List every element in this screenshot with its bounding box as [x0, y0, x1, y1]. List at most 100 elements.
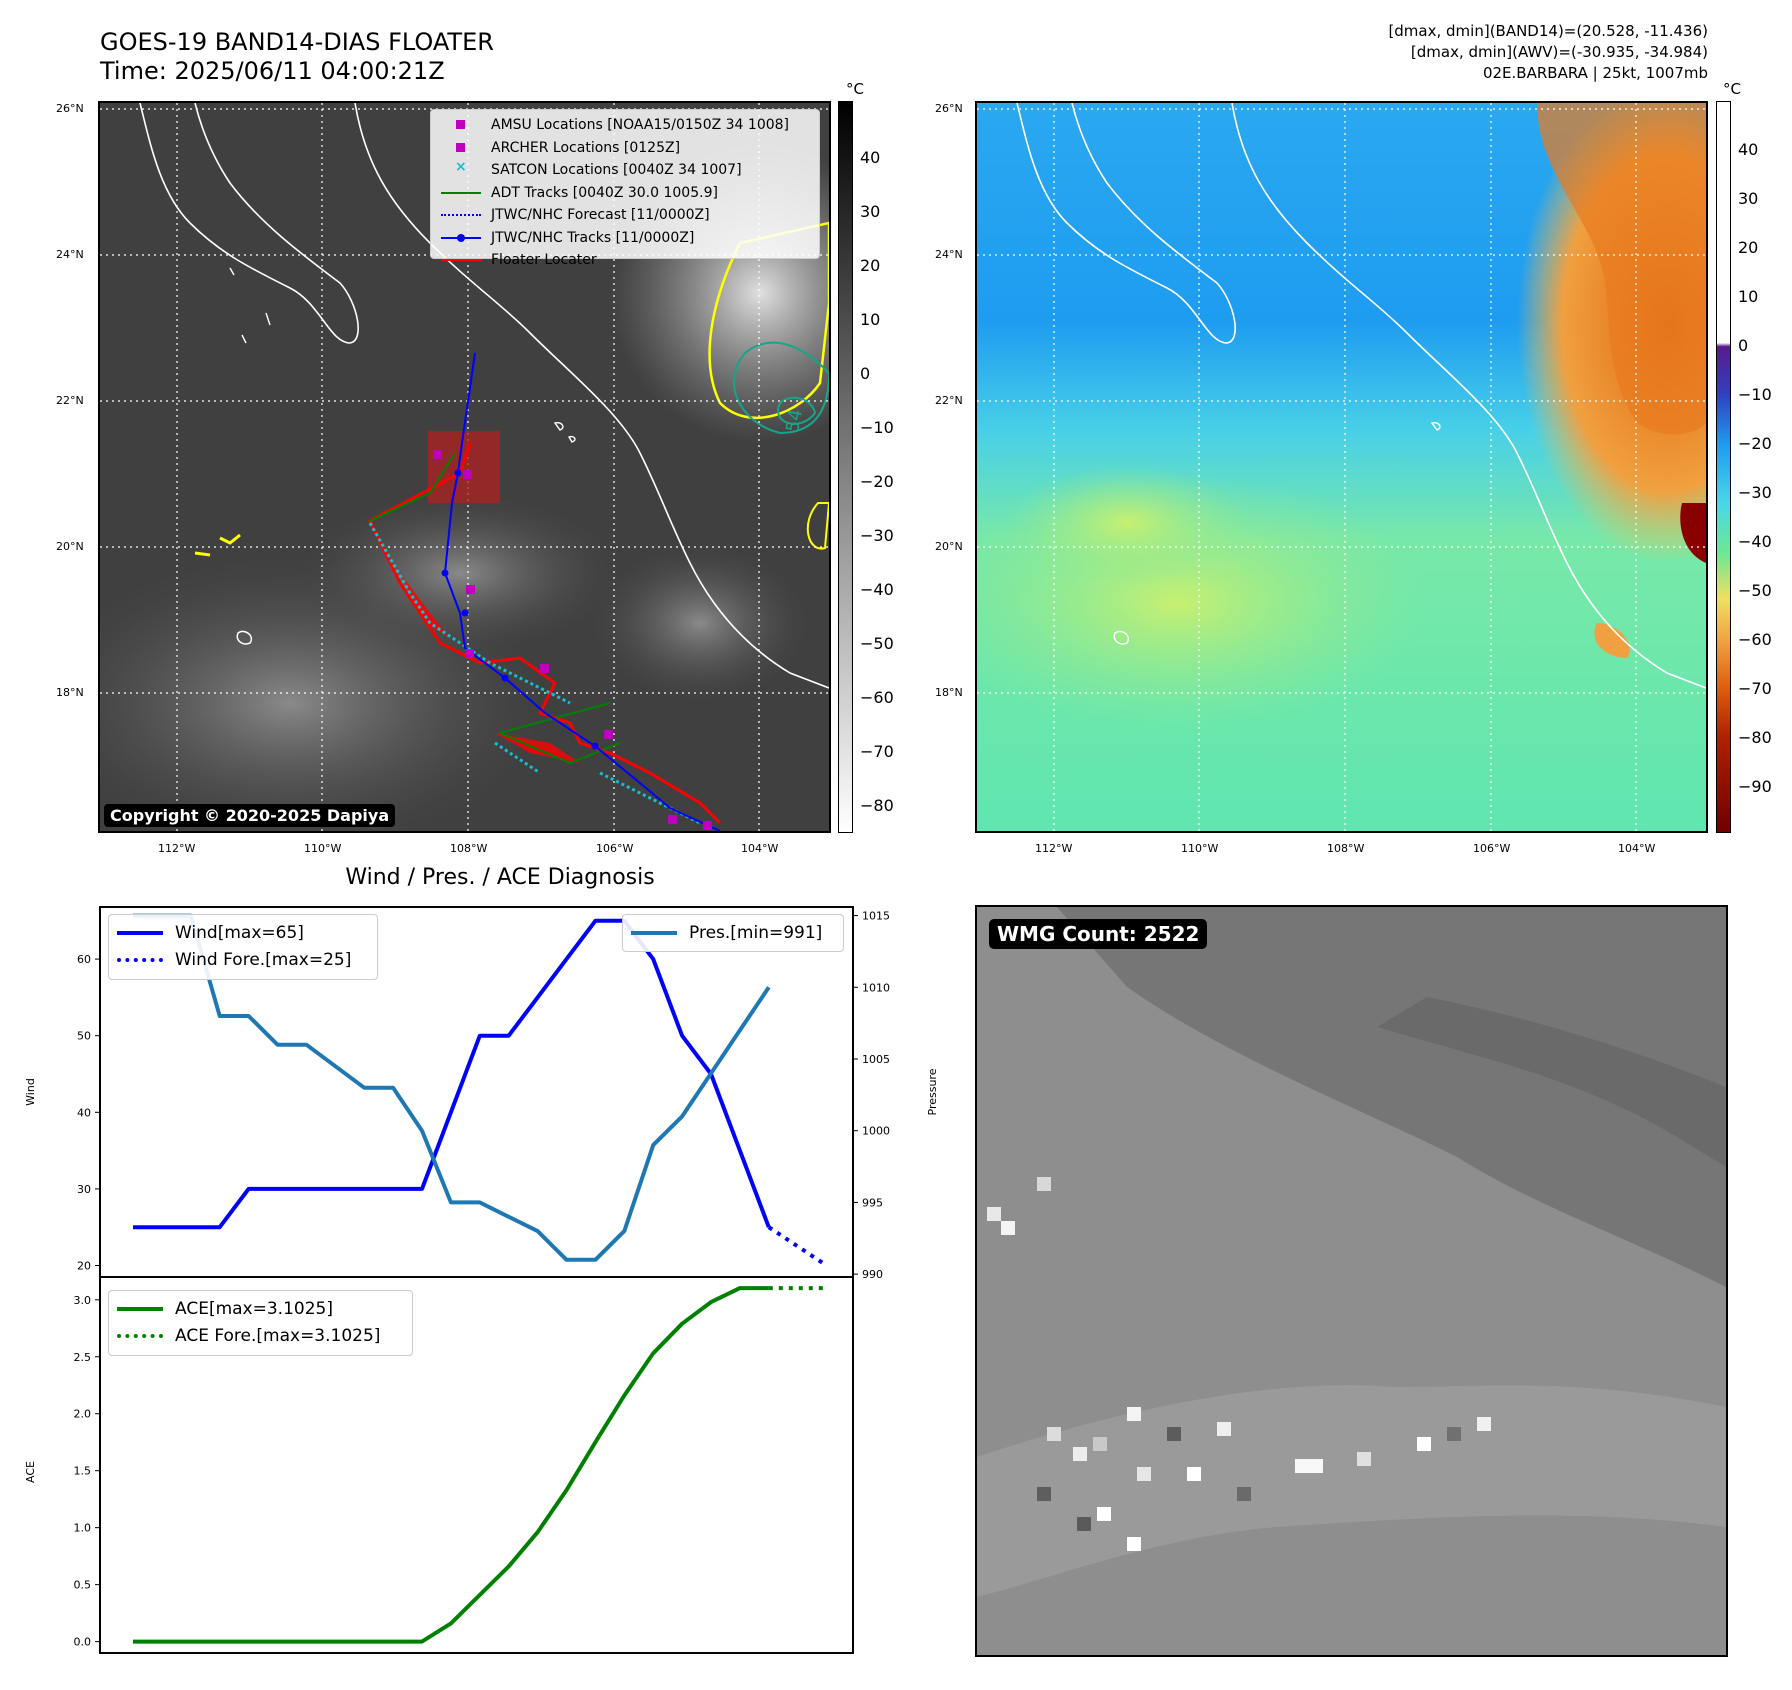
wmg-dark-band	[1057, 907, 1726, 1287]
color-cb-tick: −50	[1738, 581, 1772, 600]
ace-series	[133, 1286, 827, 1644]
ir-lon-label: 112°W	[158, 842, 196, 855]
amsu-archer-points	[433, 450, 712, 830]
color-colorbar-unit: °C	[1723, 80, 1741, 98]
socorro-island	[236, 630, 252, 645]
legend-satcon: × SATCON Locations [0040Z 34 1007]	[455, 159, 742, 179]
wv-lat-label: 26°N	[935, 102, 963, 115]
legend-jtwc-forecast: JTWC/NHC Forecast [11/0000Z]	[439, 204, 811, 227]
mainland-coastline	[354, 103, 829, 689]
y-tick-label: 60	[77, 953, 91, 966]
gray-cb-tick: 20	[860, 256, 881, 275]
legend-jtwc-tracks: JTWC/NHC Tracks [11/0000Z]	[439, 227, 811, 250]
color-cb-tick: −20	[1738, 434, 1772, 453]
floater-box	[428, 431, 500, 503]
y-tick-label: 30	[77, 1183, 91, 1196]
legend-amsu: AMSU Locations [NOAA15/0150Z 34 1008]	[439, 114, 811, 137]
adt-track	[369, 452, 621, 765]
gray-cb-tick: −60	[860, 688, 894, 707]
wind-pressure-series	[133, 913, 828, 1268]
series-line	[767, 1225, 828, 1268]
color-cb-tick: 30	[1738, 189, 1759, 208]
gray-cb-tick: 30	[860, 202, 881, 221]
wv-mainland-coastline	[1231, 103, 1706, 689]
diagnosis-title: Wind / Pres. / ACE Diagnosis	[345, 865, 655, 890]
ir-lat-label: 20°N	[56, 540, 84, 553]
awv-range-text: [dmax, dmin](AWV)=(-30.935, -34.984)	[1410, 43, 1708, 61]
color-cb-tick: −40	[1738, 532, 1772, 551]
ace-axis-label: ACE	[24, 1461, 37, 1483]
color-cb-tick: −30	[1738, 483, 1772, 502]
gray-cb-tick: −40	[860, 580, 894, 599]
y-tick-label: 0.5	[74, 1579, 92, 1592]
ir-lon-label: 104°W	[741, 842, 779, 855]
wv-very-dry-spot	[1680, 503, 1706, 563]
tres-marias-islands	[553, 421, 576, 443]
wv-lon-label: 108°W	[1327, 842, 1365, 855]
gray-cb-tick: −70	[860, 742, 894, 761]
legend-wind: Wind[max=65]	[117, 919, 369, 946]
ir-lon-label: 106°W	[596, 842, 634, 855]
color-cb-tick: 20	[1738, 238, 1759, 257]
legend-pressure: Pres.[min=991]	[631, 919, 835, 946]
y-right-tick-label: 995	[862, 1196, 883, 1209]
y-tick-label: 1.0	[74, 1522, 92, 1535]
pressure-legend: Pres.[min=991]	[622, 914, 844, 952]
contour-yellow	[708, 221, 829, 420]
color-cb-tick: −90	[1738, 777, 1772, 796]
storm-info-text: 02E.BARBARA | 25kt, 1007mb	[1482, 64, 1708, 82]
wv-lat-label: 20°N	[935, 540, 963, 553]
color-cb-tick: 40	[1738, 140, 1759, 159]
wv-lon-label: 106°W	[1473, 842, 1511, 855]
gray-cb-tick: −30	[860, 526, 894, 545]
y-right-tick-label: 1000	[862, 1125, 890, 1138]
cloud-mass-coast	[590, 543, 810, 703]
wv-dry-core	[1537, 103, 1706, 435]
contour-yellow-east	[806, 502, 829, 550]
legend-archer: ARCHER Locations [0125Z]	[439, 137, 811, 160]
color-cb-tick: 0	[1738, 336, 1749, 355]
y-tick-label: 3.0	[74, 1294, 92, 1307]
legend-wind-forecast: Wind Fore.[max=25]	[117, 946, 369, 973]
cloud-mass-center	[300, 493, 620, 653]
figure-time: Time: 2025/06/11 04:00:21Z	[100, 57, 445, 85]
y-tick-label: 1.5	[74, 1465, 92, 1478]
ir-lat-label: 26°N	[56, 102, 84, 115]
gray-cb-tick: −80	[860, 796, 894, 815]
gray-cb-tick: −10	[860, 418, 894, 437]
y-tick-label: 2.0	[74, 1408, 92, 1421]
gray-colorbar	[838, 101, 853, 833]
wv-map-panel	[975, 101, 1708, 833]
ir-lat-label: 24°N	[56, 248, 84, 261]
series-line	[133, 1286, 769, 1644]
contour-label: 54	[782, 408, 807, 434]
diagnosis-charts: 20 30 40 50 60 990 995 1000 1005 1010 1015 0.0 0.5…	[24, 906, 939, 1654]
copyright-label: Copyright © 2020-2025 Dapiya	[104, 804, 396, 827]
legend-floater: Floater Locater	[439, 249, 811, 272]
ir-map-panel: 54	[98, 101, 831, 833]
color-cb-tick: −80	[1738, 728, 1772, 747]
wind-left-axis: 20 30 40 50 60	[77, 953, 100, 1273]
legend-adt: ADT Tracks [0040Z 30.0 1005.9]	[439, 182, 811, 205]
wv-lat-label: 18°N	[935, 686, 963, 699]
wind-axis-label: Wind	[24, 1078, 37, 1106]
legend-ace: ACE[max=3.1025]	[117, 1295, 404, 1322]
jtwc-forecast	[467, 352, 476, 404]
wv-moist-patch	[1007, 463, 1247, 583]
wv-islands	[1113, 421, 1441, 645]
gray-cb-tick: −50	[860, 634, 894, 653]
ace-legend: ACE[max=3.1025] ACE Fore.[max=3.1025]	[108, 1290, 413, 1356]
pressure-right-axis: 990 995 1000 1005 1010 1015	[853, 910, 890, 1281]
pressure-axis-label: Pressure	[926, 1068, 939, 1115]
color-cb-tick: −60	[1738, 630, 1772, 649]
ir-lon-label: 108°W	[450, 842, 488, 855]
band14-range-text: [dmax, dmin](BAND14)=(20.528, -11.436)	[1388, 22, 1708, 40]
ir-map-legend: AMSU Locations [NOAA15/0150Z 34 1008] AR…	[430, 109, 820, 268]
wv-baja-coastline	[1016, 103, 1236, 344]
gray-cb-tick: −20	[860, 472, 894, 491]
wmg-count-badge: WMG Count: 2522	[989, 919, 1208, 949]
y-tick-label: 0.0	[74, 1636, 92, 1649]
gray-cb-tick: 0	[860, 364, 871, 383]
y-tick-label: 20	[77, 1260, 91, 1273]
figure-title: GOES-19 BAND14-DIAS FLOATER	[100, 28, 494, 56]
